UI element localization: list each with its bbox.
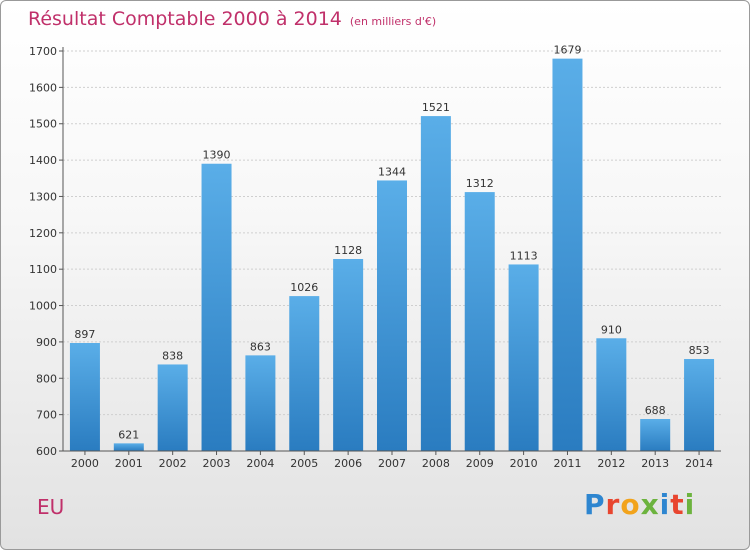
y-tick-label: 1100 <box>29 263 57 276</box>
data-label: 897 <box>74 328 95 341</box>
bar <box>201 163 232 451</box>
title-text: Résultat Comptable 2000 à 2014 <box>28 8 342 30</box>
x-tick-label: 2003 <box>203 457 231 470</box>
bar <box>684 359 715 451</box>
y-tick-label: 1300 <box>29 190 57 203</box>
y-tick-label: 1000 <box>29 300 57 313</box>
data-label: 1390 <box>203 149 231 162</box>
x-tick-label: 2011 <box>553 457 581 470</box>
x-tick-label: 2001 <box>115 457 143 470</box>
chart-title: Résultat Comptable 2000 à 2014 (en millie… <box>28 8 436 30</box>
proxiti-logo: Proxiti <box>584 488 695 521</box>
y-tick-label: 600 <box>36 445 57 458</box>
bar <box>420 116 451 451</box>
bar <box>377 180 407 452</box>
data-label: 1312 <box>466 177 494 190</box>
data-label: 863 <box>250 340 271 353</box>
region-label: EU <box>37 495 65 519</box>
data-label: 621 <box>118 428 139 441</box>
data-label: 688 <box>645 404 666 417</box>
y-tick-label: 1200 <box>29 227 57 240</box>
x-tick-label: 2012 <box>597 457 625 470</box>
y-tick-label: 900 <box>36 336 57 349</box>
logo-letter: i <box>684 488 696 521</box>
logo-letter: o <box>620 488 641 521</box>
bar <box>157 364 188 451</box>
x-tick-label: 2005 <box>290 457 318 470</box>
bar <box>69 343 100 451</box>
data-label: 838 <box>162 349 183 362</box>
bar-chart: 600 700 800 900 1000 1100 1200 1300 1400 1500 1600… <box>29 44 721 470</box>
data-label: 910 <box>601 323 622 336</box>
bar <box>596 338 627 451</box>
logo-letter: x <box>640 488 660 521</box>
labels: 2000 897 2001 621 2002 838 2003 1390 2004 863 2005… <box>71 44 713 470</box>
bar <box>333 259 364 451</box>
data-label: 1344 <box>378 165 406 178</box>
data-label: 1521 <box>422 101 450 114</box>
data-label: 1128 <box>334 244 362 257</box>
bar <box>245 355 276 451</box>
axes: 600 700 800 900 1000 1100 1200 1300 1400 1500 1600… <box>29 45 721 458</box>
y-tick-label: 1700 <box>29 45 57 58</box>
x-tick-label: 2014 <box>685 457 713 470</box>
bar <box>464 192 495 451</box>
y-tick-label: 1400 <box>29 154 57 167</box>
x-tick-label: 2000 <box>71 457 99 470</box>
x-tick-label: 2004 <box>246 457 274 470</box>
y-tick-label: 1500 <box>29 118 57 131</box>
unit-label: (en milliers d'€) <box>349 15 437 28</box>
x-tick-label: 2009 <box>466 457 494 470</box>
logo-letter: P <box>584 488 606 521</box>
bar <box>640 419 671 451</box>
logo-letter: i <box>659 488 671 521</box>
y-tick-label: 800 <box>36 372 57 385</box>
data-label: 1026 <box>290 281 318 294</box>
x-tick-label: 2007 <box>378 457 406 470</box>
bar <box>113 443 144 451</box>
bar <box>552 58 583 452</box>
bars <box>69 58 715 452</box>
logo-letter: r <box>605 488 621 521</box>
bar <box>508 264 539 451</box>
data-label: 1679 <box>553 44 581 57</box>
x-tick-label: 2010 <box>510 457 538 470</box>
y-tick-label: 700 <box>36 409 57 422</box>
x-tick-label: 2002 <box>159 457 187 470</box>
y-tick-label: 1600 <box>29 81 57 94</box>
data-label: 853 <box>689 344 710 357</box>
logo-letter: t <box>670 488 685 521</box>
x-tick-label: 2013 <box>641 457 669 470</box>
data-label: 1113 <box>510 249 538 262</box>
bar <box>289 296 320 451</box>
x-tick-label: 2006 <box>334 457 362 470</box>
x-tick-label: 2008 <box>422 457 450 470</box>
